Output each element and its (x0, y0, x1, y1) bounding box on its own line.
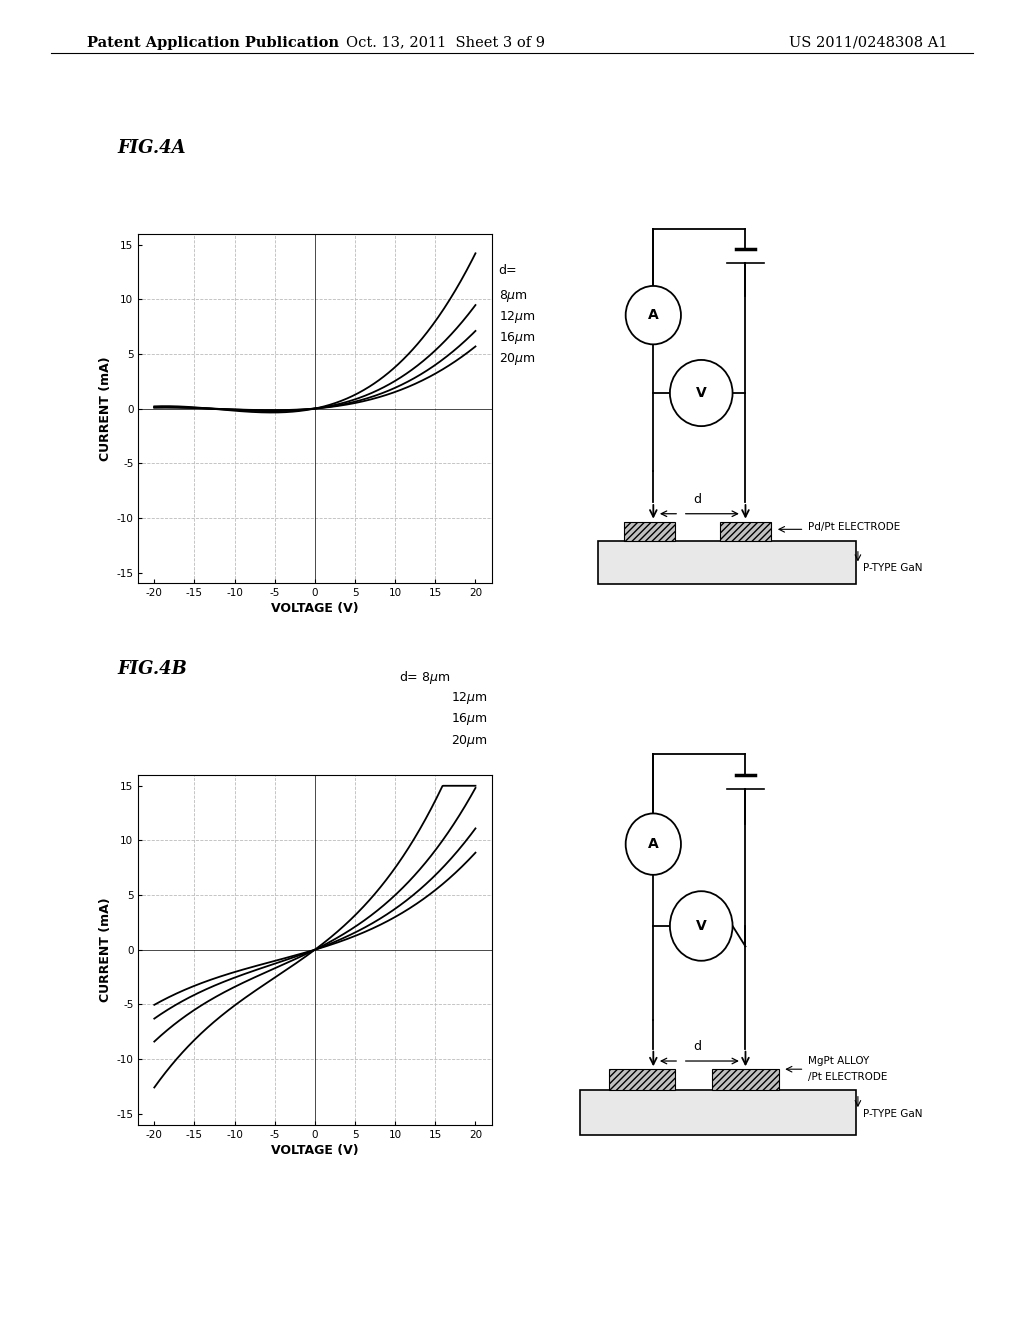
Text: d=: d= (499, 264, 517, 277)
Text: A: A (648, 308, 658, 322)
X-axis label: VOLTAGE (V): VOLTAGE (V) (271, 1143, 358, 1156)
Text: V: V (696, 385, 707, 400)
Text: FIG.4B: FIG.4B (118, 660, 187, 678)
Text: Patent Application Publication: Patent Application Publication (87, 36, 339, 50)
Circle shape (670, 360, 732, 426)
Y-axis label: CURRENT (mA): CURRENT (mA) (99, 356, 113, 461)
Text: Oct. 13, 2011  Sheet 3 of 9: Oct. 13, 2011 Sheet 3 of 9 (346, 36, 545, 50)
Text: MgPt ALLOY: MgPt ALLOY (808, 1056, 869, 1067)
Text: 16$\mu$m: 16$\mu$m (499, 330, 536, 346)
Text: 12$\mu$m: 12$\mu$m (499, 309, 536, 325)
Text: 8$\mu$m: 8$\mu$m (499, 288, 527, 304)
Text: FIG.4A: FIG.4A (118, 139, 186, 157)
Circle shape (626, 813, 681, 875)
Bar (624, 521, 676, 541)
Circle shape (626, 286, 681, 345)
Bar (713, 1069, 778, 1090)
Text: P-TYPE GaN: P-TYPE GaN (863, 1109, 923, 1119)
Text: 16$\mu$m: 16$\mu$m (451, 711, 487, 727)
Y-axis label: CURRENT (mA): CURRENT (mA) (99, 898, 113, 1002)
Bar (720, 521, 771, 541)
Text: Pd/Pt ELECTRODE: Pd/Pt ELECTRODE (808, 523, 900, 532)
Text: US 2011/0248308 A1: US 2011/0248308 A1 (788, 36, 947, 50)
Text: d= 8$\mu$m: d= 8$\mu$m (399, 669, 451, 686)
Text: A: A (648, 837, 658, 851)
Text: 12$\mu$m: 12$\mu$m (451, 690, 487, 706)
Text: d: d (693, 492, 701, 506)
Bar (580, 1090, 856, 1135)
X-axis label: VOLTAGE (V): VOLTAGE (V) (271, 602, 358, 615)
Text: /Pt ELECTRODE: /Pt ELECTRODE (808, 1072, 888, 1082)
Text: 20$\mu$m: 20$\mu$m (499, 351, 536, 367)
Circle shape (670, 891, 732, 961)
Bar (609, 1069, 676, 1090)
Bar (598, 541, 856, 583)
Text: V: V (696, 919, 707, 933)
Text: P-TYPE GaN: P-TYPE GaN (863, 564, 923, 573)
Text: 20$\mu$m: 20$\mu$m (451, 733, 487, 748)
Text: d: d (693, 1040, 701, 1053)
